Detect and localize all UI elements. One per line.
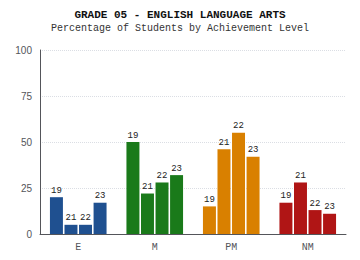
svg-text:NM: NM [302, 242, 314, 253]
svg-text:21: 21 [295, 171, 306, 181]
svg-text:23: 23 [324, 202, 335, 212]
svg-text:GRADE 05 - ENGLISH LANGUAGE AR: GRADE 05 - ENGLISH LANGUAGE ARTS [74, 9, 286, 21]
svg-text:M: M [152, 242, 158, 253]
svg-text:19: 19 [281, 191, 292, 201]
svg-text:75: 75 [21, 91, 33, 102]
svg-text:22: 22 [157, 171, 168, 181]
svg-text:100: 100 [15, 45, 32, 56]
svg-text:21: 21 [142, 182, 153, 192]
svg-text:21: 21 [66, 213, 77, 223]
svg-text:50: 50 [21, 137, 33, 148]
svg-text:E: E [75, 242, 81, 253]
svg-text:22: 22 [80, 213, 91, 223]
svg-text:22: 22 [310, 199, 321, 209]
svg-text:21: 21 [219, 138, 230, 148]
svg-text:23: 23 [248, 145, 259, 155]
svg-text:23: 23 [95, 191, 106, 201]
svg-text:22: 22 [233, 121, 244, 131]
svg-text:25: 25 [21, 183, 33, 194]
svg-text:0: 0 [26, 229, 32, 240]
svg-text:23: 23 [171, 164, 182, 174]
svg-text:19: 19 [128, 131, 139, 141]
svg-text:Percentage of Students by Achi: Percentage of Students by Achievement Le… [51, 23, 309, 34]
svg-text:PM: PM [225, 242, 237, 253]
svg-text:19: 19 [51, 186, 62, 196]
svg-text:19: 19 [204, 195, 215, 205]
